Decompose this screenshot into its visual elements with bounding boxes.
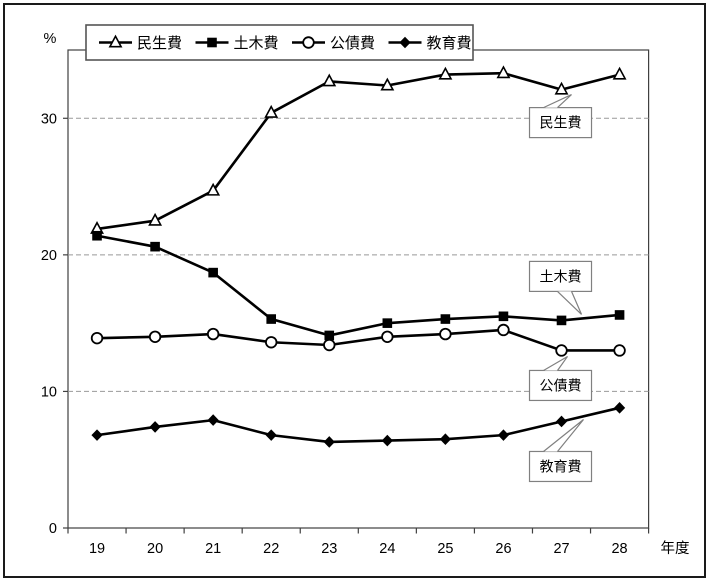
legend-label-1: 土木費 [234, 35, 279, 52]
series-1-marker [614, 310, 625, 320]
series-0-line [96, 71, 620, 231]
series-2-marker [90, 331, 104, 345]
y-tick-label: 30 [41, 111, 57, 127]
callout-box-3 [528, 450, 593, 483]
series-2-marker [381, 330, 394, 344]
callout-label-3: 教育費 [540, 458, 582, 474]
series-2-marker [497, 323, 510, 337]
x-tick-label: 26 [495, 541, 511, 557]
legend-label-0: 民生費 [137, 35, 182, 52]
series-1-marker [150, 241, 160, 252]
series-2-marker [613, 344, 626, 357]
series-0-marker [496, 65, 511, 79]
series-3-line [96, 406, 620, 444]
callout-label-0: 民生費 [540, 115, 582, 131]
legend-marker-triangle-open [108, 34, 123, 48]
y-tick-label: 0 [49, 521, 57, 537]
series-2-marker [439, 327, 452, 341]
legend-label-3: 教育費 [427, 35, 472, 52]
legend-item-3: 教育費 [388, 35, 472, 52]
series-0-marker [148, 212, 163, 226]
series-3-marker [439, 433, 451, 446]
callout-pointer-0 [543, 94, 572, 109]
legend-item-0: 民生費 [99, 34, 182, 52]
series-2-marker [206, 327, 220, 341]
legend-marker-circle-open [302, 36, 315, 49]
series-3-marker [381, 434, 393, 447]
callout-pointer-1 [557, 290, 583, 315]
series-3-marker [555, 415, 568, 428]
series-0-marker [264, 104, 279, 118]
legend-marker-diamond-filled [399, 36, 411, 49]
series-3-marker [207, 414, 219, 426]
series-2-marker [555, 344, 568, 357]
series-3-marker [323, 436, 335, 448]
series-3-marker [149, 421, 161, 433]
series-1-line [96, 234, 620, 337]
series-0-marker [380, 77, 395, 91]
callout-pointer-2 [543, 355, 568, 371]
x-tick-label: 23 [321, 541, 337, 557]
callout-pointer-3 [543, 419, 584, 452]
callout-label-2: 公債費 [540, 377, 582, 393]
series-1-marker [266, 314, 277, 324]
series-1-marker [556, 315, 567, 326]
callout-box-0 [528, 107, 593, 139]
x-tick-label: 28 [611, 541, 627, 557]
series-0-marker [206, 182, 221, 196]
series-1-marker [324, 330, 335, 341]
series-1-marker [92, 230, 102, 241]
series-2-marker [265, 336, 278, 349]
series-2-marker [148, 330, 162, 344]
x-tick-label: 27 [553, 541, 569, 557]
x-tick-label: 24 [379, 541, 395, 557]
series-1-marker [440, 314, 451, 324]
series-2-line [96, 328, 620, 352]
legend-marker-square-filled [207, 37, 217, 48]
y-tick-label: 10 [41, 384, 57, 400]
y-tick-label: 20 [41, 248, 57, 264]
outer-frame [3, 3, 706, 578]
series-0-marker [438, 66, 453, 80]
x-axis-label: 年度 [661, 540, 690, 557]
series-3-marker [91, 429, 103, 441]
series-3-marker [497, 429, 510, 441]
y-axis-unit-label: % [44, 31, 57, 47]
series-2-marker [323, 338, 336, 352]
x-tick-label: 20 [147, 541, 163, 557]
legend-label-2: 公債費 [330, 35, 375, 52]
callout-label-1: 土木費 [540, 268, 582, 284]
series-0-marker [612, 66, 627, 80]
series-1-marker [382, 318, 393, 328]
x-tick-label: 21 [205, 541, 221, 557]
series-0-marker [554, 81, 569, 95]
series-0-marker [322, 73, 337, 87]
series-1-marker [498, 311, 509, 322]
x-tick-label: 25 [437, 541, 453, 557]
x-tick-label: 22 [263, 541, 279, 557]
series-3-marker [613, 402, 626, 414]
series-1-marker [208, 267, 218, 278]
callout-box-2 [528, 369, 593, 402]
legend-item-1: 土木費 [195, 35, 279, 52]
legend-item-2: 公債費 [292, 35, 375, 52]
series-3-marker [265, 429, 277, 441]
x-tick-label: 19 [89, 541, 105, 557]
